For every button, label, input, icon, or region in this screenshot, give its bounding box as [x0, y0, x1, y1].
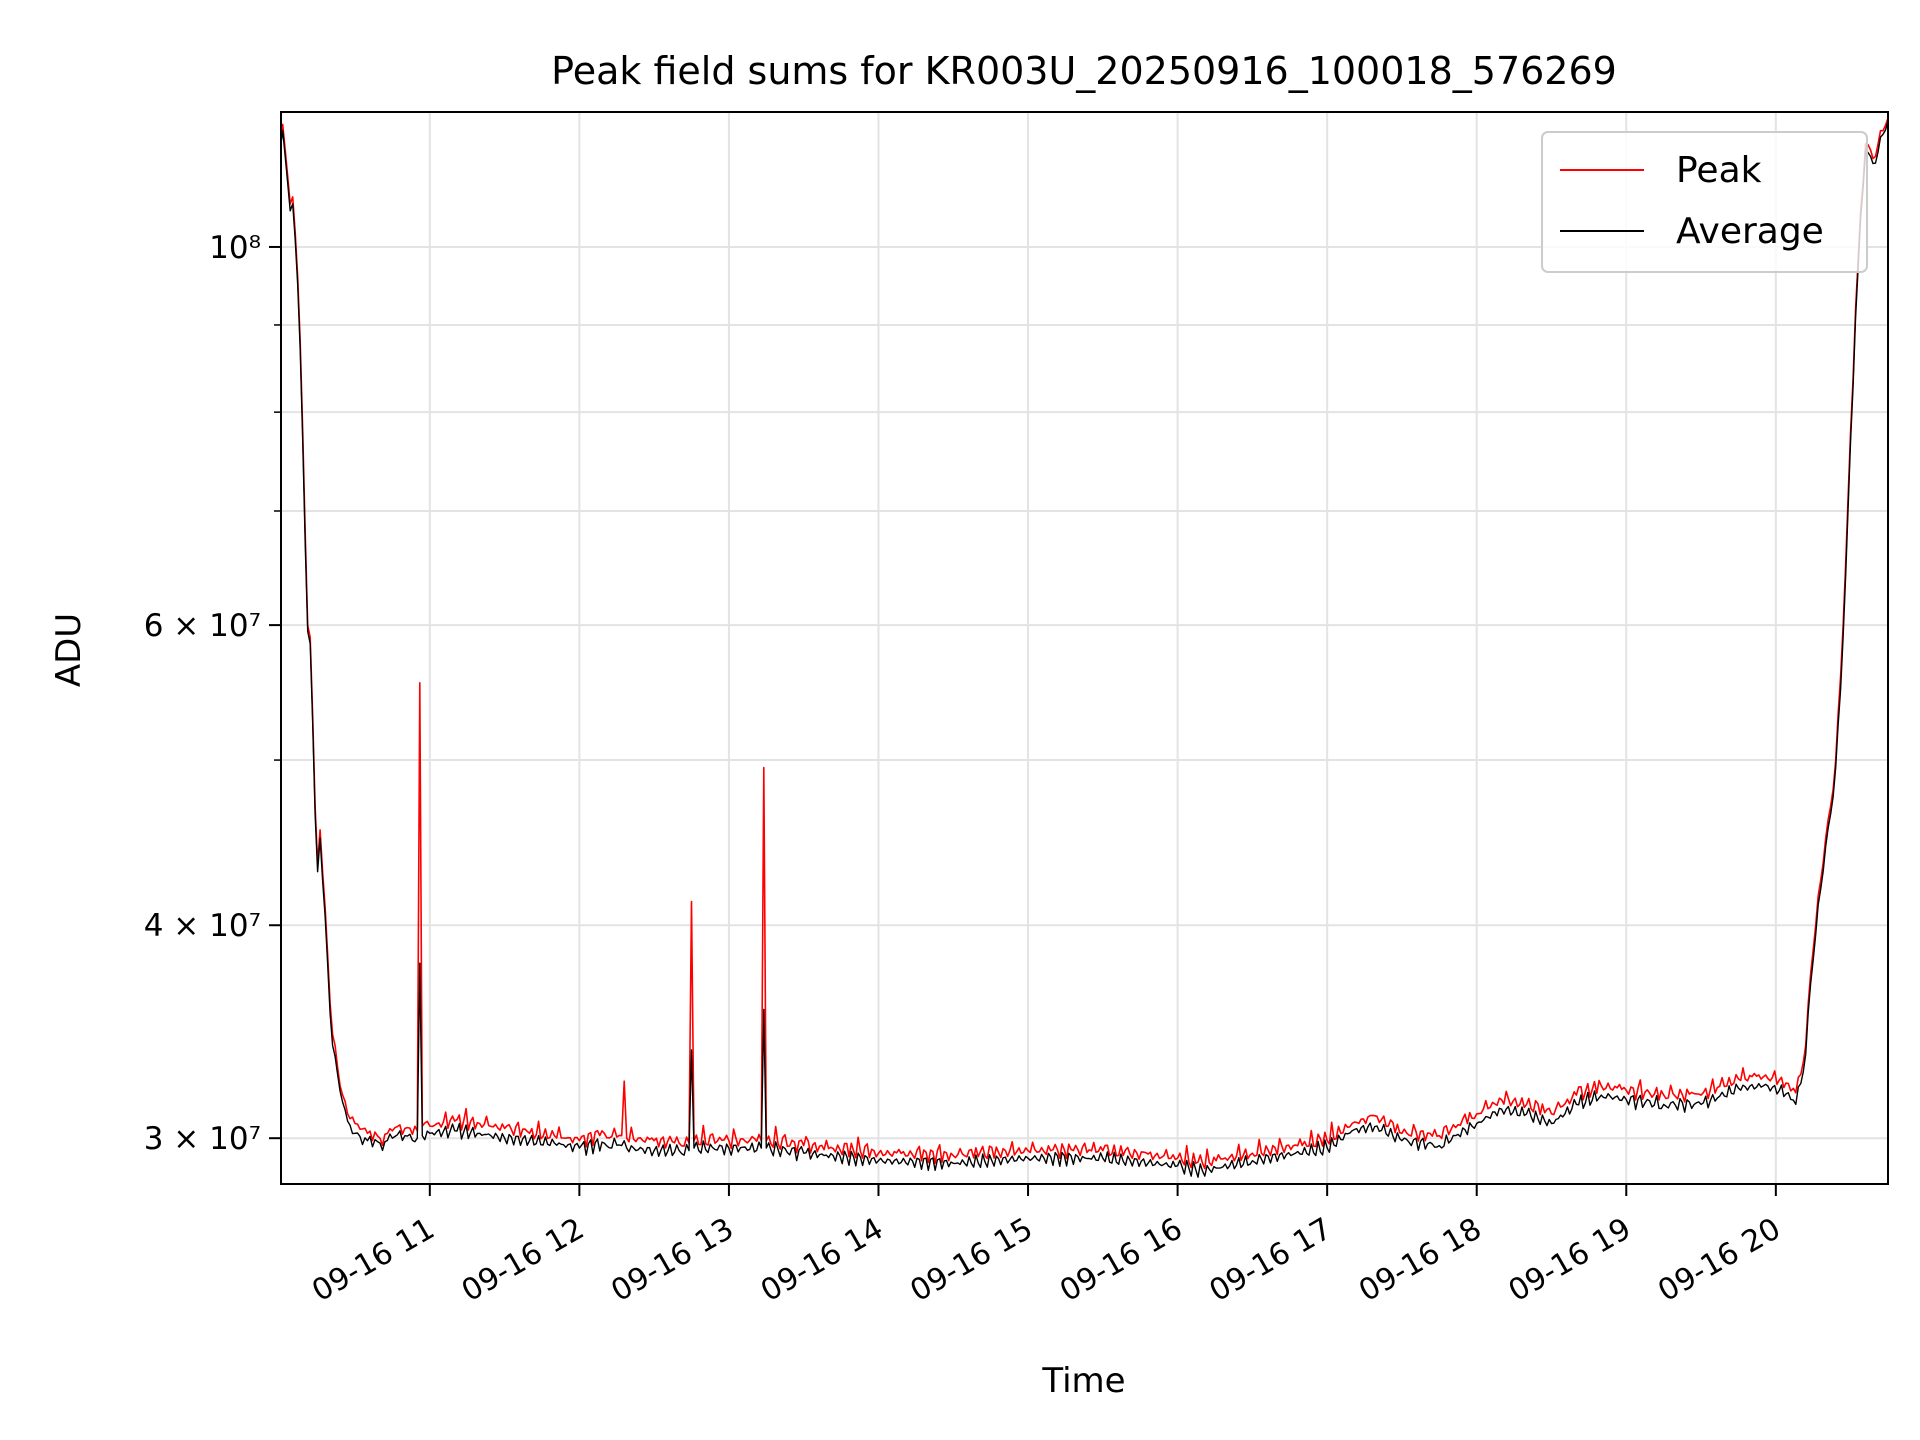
y-tick-label: 4 × 10⁷	[144, 908, 261, 944]
x-axis-label: Time	[1041, 1361, 1125, 1401]
series-line-peak	[280, 117, 1889, 1170]
legend: Peak Average	[1541, 131, 1868, 273]
series-line-average	[280, 121, 1889, 1178]
legend-label-peak: Peak	[1676, 150, 1762, 191]
grid-layer	[281, 112, 1888, 1184]
series-layer	[280, 117, 1889, 1178]
chart-title: Peak field sums for KR003U_20250916_1000…	[551, 49, 1617, 93]
legend-box	[1541, 131, 1868, 273]
y-tick-label: 6 × 10⁷	[144, 608, 261, 644]
y-axis-ticks: 3 × 10⁷ 4 × 10⁷ 6 × 10⁷ 10⁸	[144, 230, 281, 1157]
y-tick-label: 3 × 10⁷	[144, 1121, 261, 1157]
plot-frame	[280, 111, 1889, 1185]
y-axis-label: ADU	[49, 613, 89, 687]
legend-label-average: Average	[1676, 211, 1824, 252]
y-tick-label: 10⁸	[209, 230, 261, 266]
